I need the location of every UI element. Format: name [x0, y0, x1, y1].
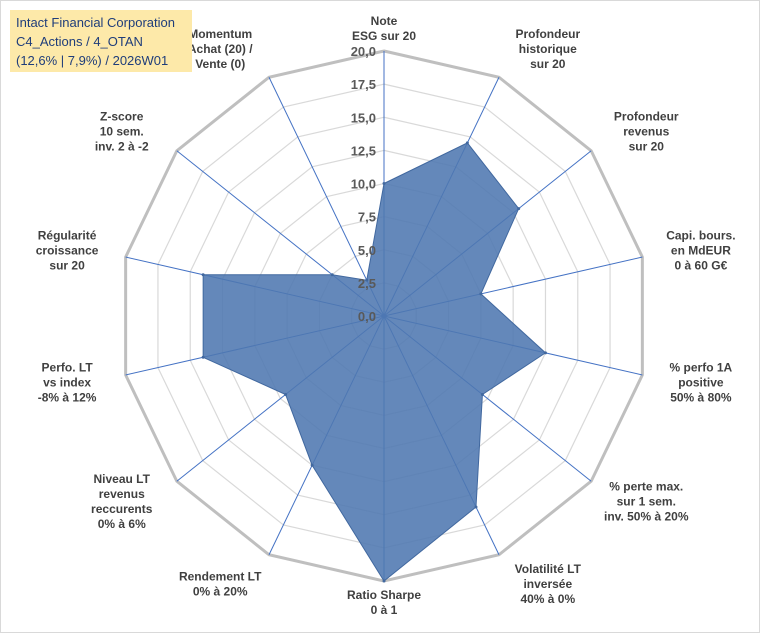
axis-label-5-line-1: sur 1 sem.	[617, 495, 676, 509]
axis-label-5-line-2: inv. 50% à 20%	[604, 510, 689, 524]
axis-label-0-line-1: ESG sur 20	[352, 29, 416, 43]
data-point-2	[517, 207, 521, 211]
chart-title-line-3: (12,6% | 7,9%) / 2026W01	[16, 53, 169, 68]
axis-label-11-line-2: sur 20	[49, 258, 85, 272]
data-point-12	[330, 273, 334, 277]
axis-label-10: Perfo. LT vs index -8% à 12%	[38, 361, 97, 405]
axis-label-4-line-2: 50% à 80%	[670, 391, 732, 405]
axis-label-4-line-1: positive	[678, 376, 724, 390]
axis-label-11-line-1: croissance	[36, 243, 99, 257]
chart-title-line-2: C4_Actions / 4_OTAN	[16, 34, 143, 49]
axis-label-11-line-0: Régularité	[38, 228, 97, 242]
axis-label-10-line-1: vs index	[43, 376, 91, 390]
axis-label-12-line-0: Z-score	[100, 109, 144, 123]
axis-label-6-line-0: Volatilité LT	[515, 562, 582, 576]
chart-title-box: Intact Financial Corporation C4_Actions …	[10, 10, 192, 72]
axis-label-9-line-1: revenus	[99, 487, 145, 501]
data-point-13	[365, 278, 369, 282]
axis-label-8: Rendement LT 0% à 20%	[179, 570, 262, 599]
data-point-3	[479, 292, 483, 296]
axis-label-6-line-2: 40% à 0%	[520, 592, 575, 606]
axis-label-12-line-1: 10 sem.	[100, 124, 144, 138]
axis-label-1: Profondeur historique sur 20	[515, 27, 580, 71]
axis-label-4-line-0: % perfo 1A	[670, 361, 733, 375]
axis-label-5: % perte max. sur 1 sem. inv. 50% à 20%	[604, 480, 689, 524]
tick-label-3: 7,5	[358, 210, 376, 225]
axis-label-13-line-2: Vente (0)	[195, 57, 245, 71]
axis-label-12-line-2: inv. 2 à -2	[95, 139, 149, 153]
axis-label-7: Ratio Sharpe 0 à 1	[347, 588, 421, 617]
axis-label-13-line-0: Momentum	[188, 27, 252, 41]
chart-title-line-1: Intact Financial Corporation	[16, 15, 175, 30]
data-point-1	[465, 141, 469, 145]
axis-label-6-line-1: inversée	[523, 577, 572, 591]
axis-label-3: Capi. bours. en MdEUR 0 à 60 G€	[666, 228, 735, 272]
tick-label-8: 20,0	[351, 44, 376, 59]
tick-label-7: 17,5	[351, 77, 376, 92]
data-point-8	[310, 463, 314, 467]
data-series-polygon	[202, 142, 547, 582]
axis-label-3-line-0: Capi. bours.	[666, 228, 735, 242]
tick-label-6: 15,0	[351, 110, 376, 125]
tick-label-2: 5,0	[358, 243, 376, 258]
data-point-9	[284, 392, 288, 396]
data-point-0	[382, 182, 386, 185]
data-point-10	[201, 355, 205, 359]
axis-label-11: Régularité croissance sur 20	[36, 228, 99, 272]
axis-label-9-line-0: Niveau LT	[94, 472, 151, 486]
axis-label-3-line-2: 0 à 60 G€	[675, 258, 728, 272]
axis-label-5-line-0: % perte max.	[609, 480, 683, 494]
tick-label-1: 2,5	[358, 276, 376, 291]
axis-label-8-line-0: Rendement LT	[179, 570, 262, 584]
axis-label-13: Momentum Achat (20) / Vente (0)	[188, 27, 253, 71]
axis-label-9-line-3: 0% à 6%	[98, 517, 146, 531]
spoke-13	[268, 77, 385, 317]
axis-label-8-line-1: 0% à 20%	[193, 585, 248, 599]
axis-label-10-line-0: Perfo. LT	[42, 361, 94, 375]
axis-label-0: Note ESG sur 20	[352, 14, 416, 43]
tick-label-0: 0,0	[358, 309, 376, 324]
axis-label-1-line-2: sur 20	[530, 57, 566, 71]
data-point-6	[474, 505, 478, 509]
axis-label-0-line-0: Note	[371, 14, 398, 28]
axis-label-1-line-1: historique	[519, 42, 577, 56]
data-point-5	[480, 392, 484, 396]
data-point-7	[382, 579, 386, 583]
axis-label-9: Niveau LT revenus reccurents 0% à 6%	[91, 472, 153, 531]
axis-label-4: % perfo 1A positive 50% à 80%	[670, 361, 733, 405]
axis-label-9-line-2: reccurents	[91, 502, 153, 516]
axis-label-7-line-1: 0 à 1	[371, 603, 398, 617]
data-point-4	[543, 351, 547, 355]
axis-label-7-line-0: Ratio Sharpe	[347, 588, 421, 602]
axis-label-1-line-0: Profondeur	[515, 27, 580, 41]
axis-label-2-line-1: revenus	[623, 124, 669, 138]
tick-label-5: 12,5	[351, 143, 376, 158]
axis-label-2-line-0: Profondeur	[614, 109, 679, 123]
axis-label-10-line-2: -8% à 12%	[38, 391, 97, 405]
axis-label-3-line-1: en MdEUR	[671, 243, 731, 257]
axis-label-2-line-2: sur 20	[629, 139, 665, 153]
axis-label-6: Volatilité LT inversée 40% à 0%	[515, 562, 582, 606]
axis-label-2: Profondeur revenus sur 20	[614, 109, 679, 153]
data-point-11	[201, 273, 205, 277]
tick-label-4: 10,0	[351, 177, 376, 192]
axis-label-13-line-1: Achat (20) /	[188, 42, 253, 56]
axis-label-12: Z-score 10 sem. inv. 2 à -2	[95, 109, 149, 153]
